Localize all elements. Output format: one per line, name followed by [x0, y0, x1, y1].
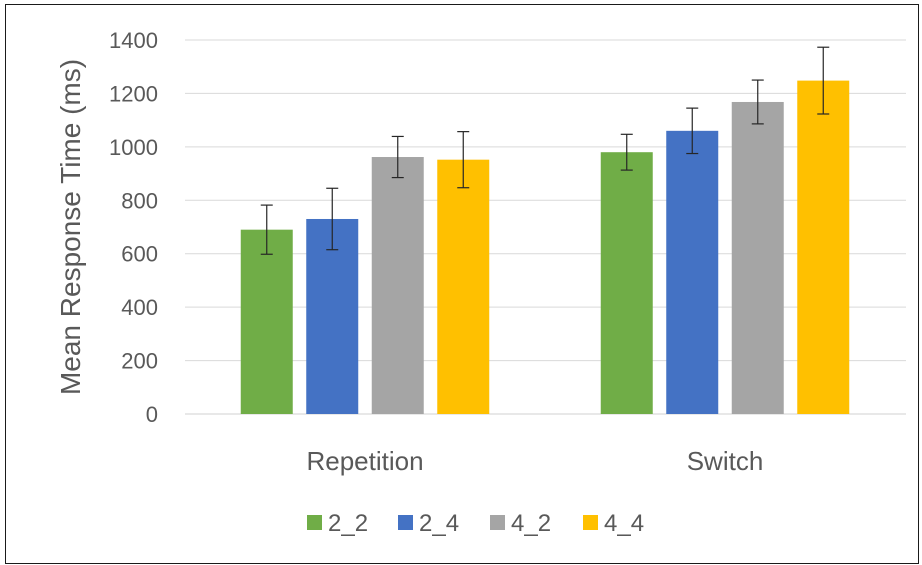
y-tick-label-200: 200 — [121, 349, 158, 374]
error-bar-repetition-4_4 — [457, 131, 470, 189]
error-bar-switch-2_2 — [620, 133, 633, 171]
legend-swatch-4_4 — [583, 515, 598, 530]
y-tick-labels: 0 200 400 600 800 1000 1200 1400 — [109, 28, 158, 427]
error-bar-switch-4_4 — [817, 46, 830, 115]
error-bar-switch-2_4 — [686, 107, 699, 155]
bar-switch-4_4 — [797, 80, 850, 414]
error-bar-repetition-4_2 — [391, 135, 404, 179]
y-tick-label-600: 600 — [121, 242, 158, 267]
error-bar-repetition-2_4 — [326, 187, 339, 251]
bar-repetition-4_2 — [371, 157, 424, 414]
error-bars — [260, 46, 830, 255]
error-bar-switch-4_2 — [751, 79, 764, 125]
legend-swatch-4_2 — [490, 515, 505, 530]
bar-switch-4_2 — [731, 101, 784, 414]
y-tick-label-1400: 1400 — [109, 28, 158, 53]
bar-repetition-4_4 — [437, 159, 490, 414]
bar-repetition-2_2 — [240, 229, 293, 414]
error-bar-repetition-2_2 — [260, 204, 273, 255]
y-tick-label-800: 800 — [121, 188, 158, 213]
category-labels: Repetition Switch — [306, 446, 763, 476]
y-tick-label-1000: 1000 — [109, 135, 158, 160]
legend-label-4_4: 4_4 — [604, 510, 644, 537]
legend-label-2_2: 2_2 — [328, 510, 368, 537]
category-label-repetition: Repetition — [306, 446, 423, 476]
category-label-switch: Switch — [687, 446, 764, 476]
y-tick-label-400: 400 — [121, 295, 158, 320]
bars — [240, 80, 850, 415]
y-tick-label-0: 0 — [146, 402, 158, 427]
bar-switch-2_4 — [666, 130, 719, 415]
bar-repetition-2_4 — [306, 218, 359, 414]
gridlines — [185, 39, 906, 415]
legend-swatch-2_2 — [307, 515, 322, 530]
y-tick-label-1200: 1200 — [109, 81, 158, 106]
y-axis-title: Mean Response Time (ms) — [55, 59, 86, 395]
bar-switch-2_2 — [600, 152, 653, 414]
legend-swatch-2_4 — [398, 515, 413, 530]
legend-label-4_2: 4_2 — [511, 510, 551, 537]
legend-label-2_4: 2_4 — [419, 510, 459, 537]
legend: 2_2 2_4 4_2 4_4 — [307, 510, 644, 537]
